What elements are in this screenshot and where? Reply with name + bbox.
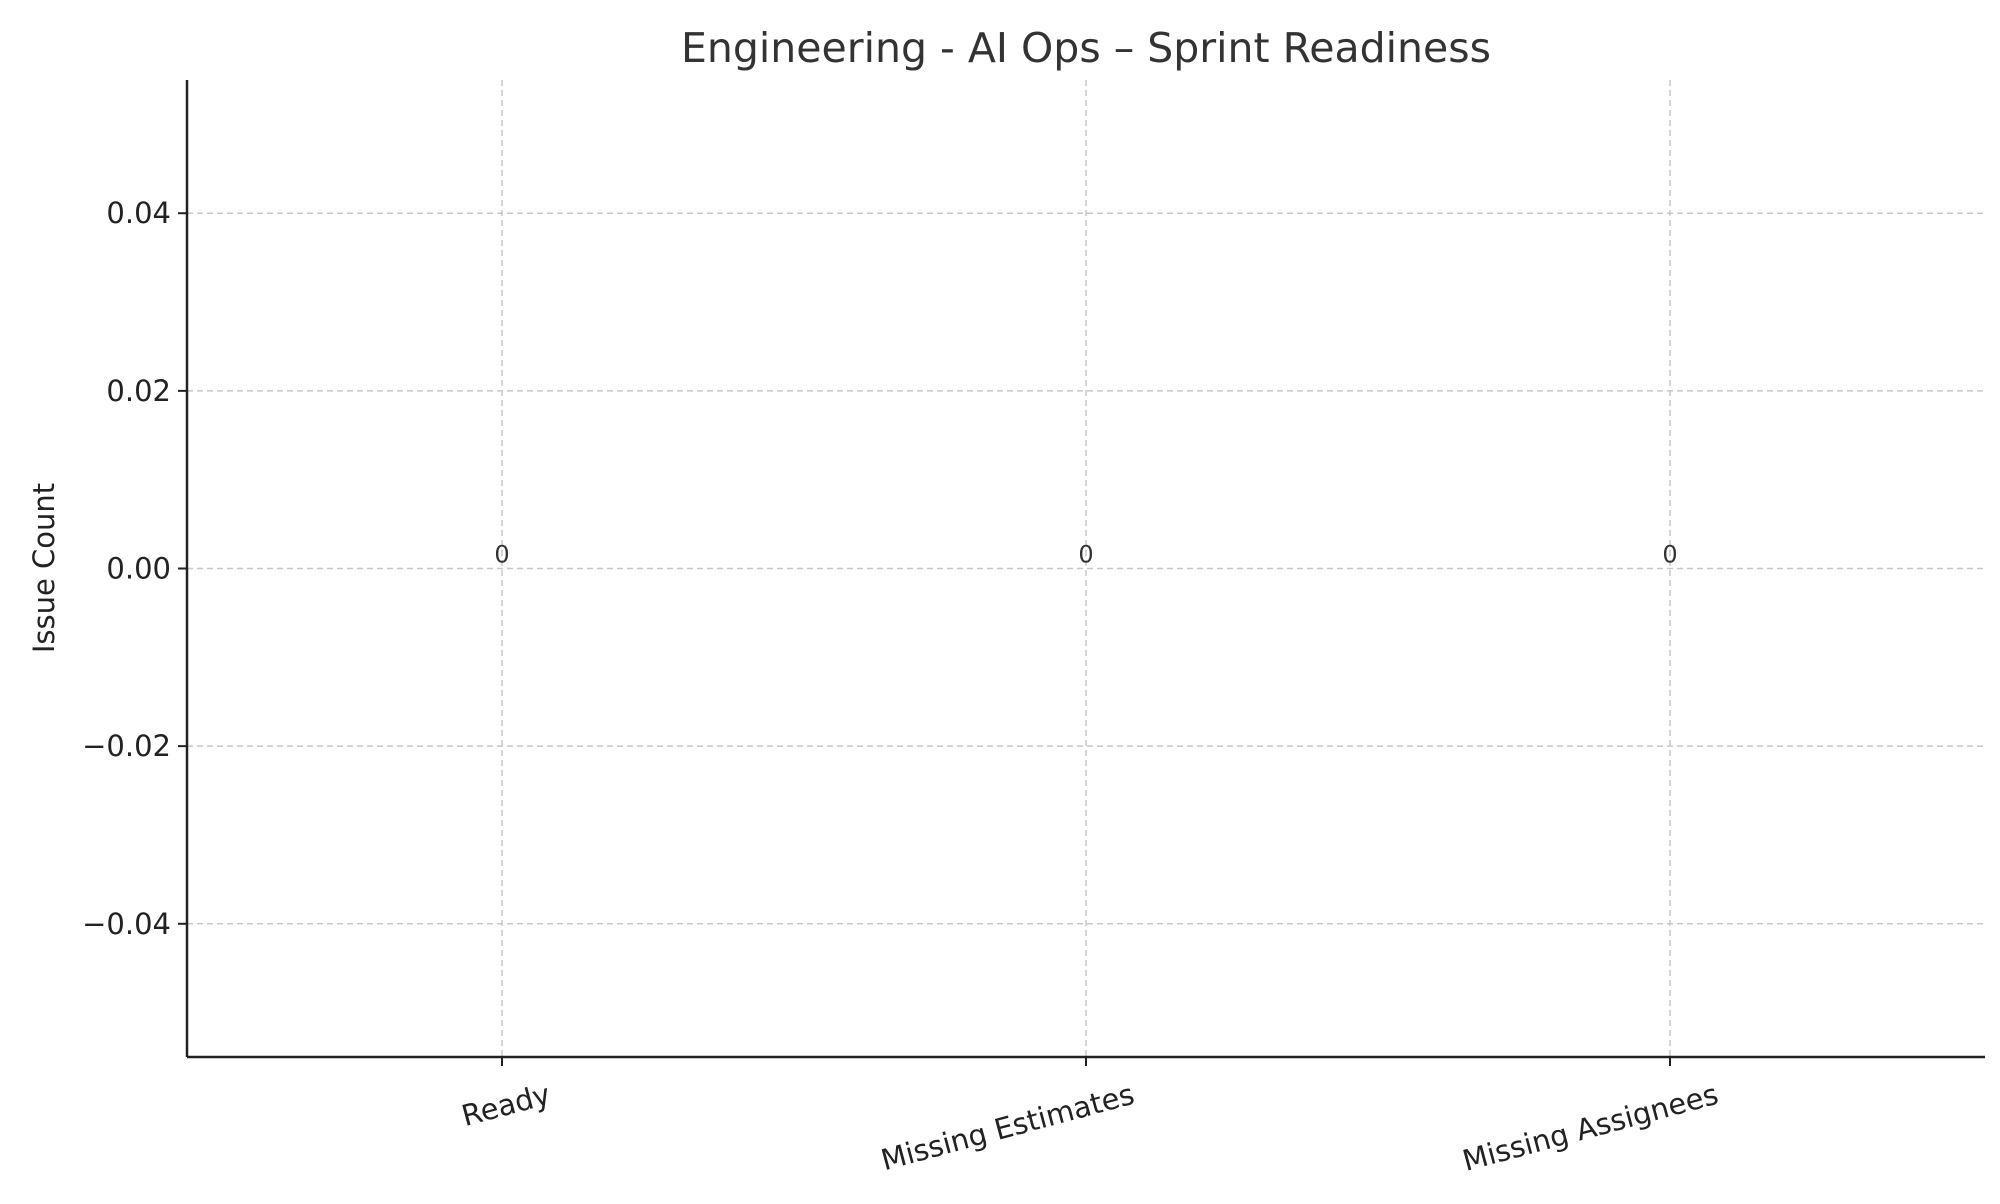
y-tick-label: −0.04 [82, 907, 171, 941]
y-tick-label: 0.02 [106, 374, 171, 408]
ticks: 0.04 0.02 0.00 −0.02 −0.04 Ready Missing Estim… [82, 196, 1722, 1178]
bar-value-label: 0 [494, 541, 509, 569]
y-tick-label: −0.02 [82, 729, 171, 763]
grid [187, 80, 1985, 1057]
y-tick-label: 0.04 [106, 196, 171, 230]
x-tick-label: Missing Estimates [877, 1077, 1137, 1177]
data-labels: 0 0 0 [494, 541, 1677, 569]
bar-value-label: 0 [1662, 541, 1677, 569]
chart-title: Engineering - AI Ops – Sprint Readiness [681, 24, 1491, 72]
x-tick-label: Ready [458, 1077, 554, 1133]
y-axis-label: Issue Count [27, 483, 61, 653]
bar-value-label: 0 [1078, 541, 1093, 569]
y-tick-label: 0.00 [106, 552, 171, 586]
x-tick-label: Missing Assignees [1459, 1077, 1722, 1178]
